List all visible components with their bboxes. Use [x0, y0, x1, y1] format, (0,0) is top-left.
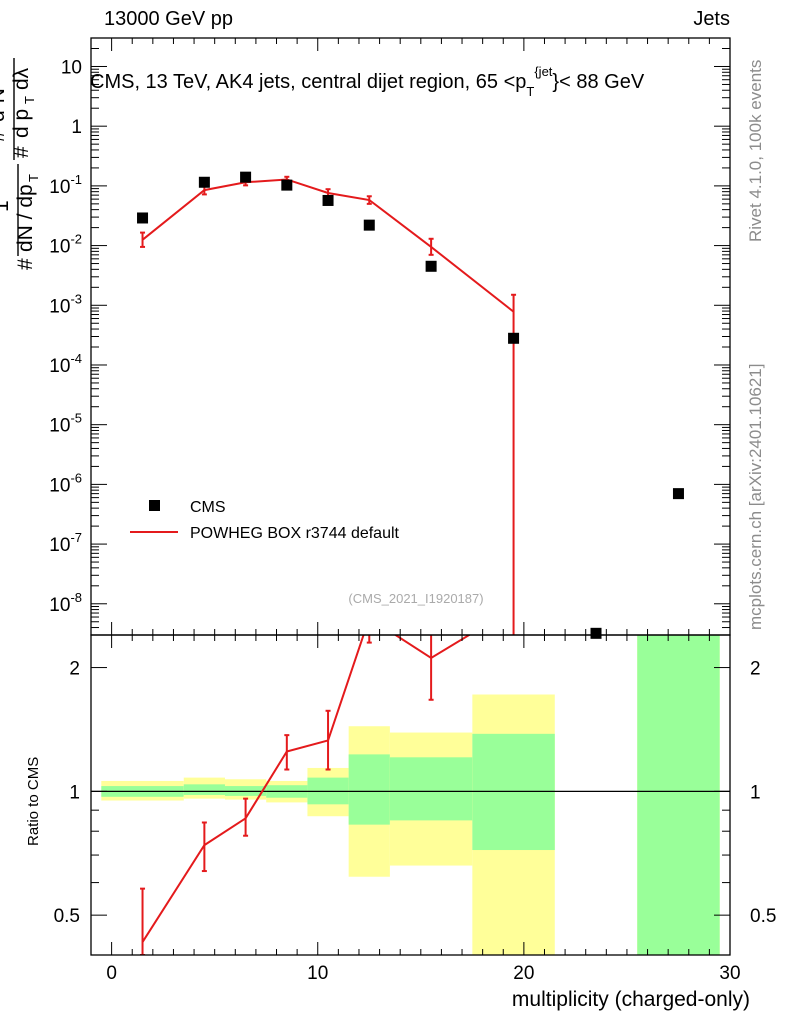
- y-tick-label: 10-4: [49, 351, 82, 377]
- svg-text:1: 1: [0, 200, 13, 212]
- svg-text:d²N: d²N: [0, 88, 9, 122]
- powheg-line: [141, 178, 515, 313]
- x-tick-label: 30: [719, 963, 740, 984]
- y-tick-label: 10-2: [49, 232, 82, 258]
- cms-data-point: [425, 260, 437, 272]
- legend-powheg-label: POWHEG BOX r3744 default: [190, 525, 400, 542]
- ratio-y-label: Ratio to CMS: [25, 757, 42, 846]
- legend-cms-marker: [149, 500, 160, 511]
- ratio-band-inner: [637, 635, 720, 955]
- ratio-y-tick-label: 2: [69, 659, 80, 680]
- svg-text:dλ: dλ: [10, 67, 33, 90]
- cms-data-point: [363, 219, 375, 231]
- cms-data-point: [322, 194, 334, 206]
- svg-text:dN / dp: dN / dp: [14, 184, 37, 252]
- x-tick-label: 10: [307, 963, 328, 984]
- svg-text:#: #: [10, 146, 33, 158]
- cms-data-point: [590, 627, 602, 639]
- cms-data-point: [508, 332, 520, 344]
- svg-text:T: T: [22, 96, 37, 104]
- svg-text:#: #: [14, 258, 37, 270]
- y-tick-label: 1: [71, 117, 82, 138]
- x-axis-label: multiplicity (charged-only): [512, 988, 750, 1011]
- ratio-panel-frame: [90, 634, 731, 956]
- svg-text:d p: d p: [10, 109, 33, 138]
- x-tick-label: 0: [106, 963, 117, 984]
- ratio-band-inner: [348, 754, 390, 825]
- ratio-y-tick-label-right: 2: [750, 659, 761, 680]
- cms-data-point: [240, 171, 252, 183]
- legend: CMS POWHEG BOX r3744 default: [130, 499, 400, 542]
- main-panel-frame: [90, 37, 731, 636]
- ratio-y-tick-label: 1: [69, 782, 80, 803]
- legend-cms-label: CMS: [190, 499, 226, 516]
- x-tick-label: 20: [513, 963, 534, 984]
- cms-data-point: [198, 176, 210, 188]
- y-tick-label: 10-5: [49, 411, 82, 437]
- ratio-y-tick-label-right: 1: [750, 782, 761, 803]
- ratio-band-inner: [389, 757, 473, 821]
- y-tick-label: 10-6: [49, 470, 82, 496]
- ratio-band-inner: [183, 784, 225, 795]
- cms-data-point: [672, 488, 684, 500]
- y-tick-label: 10-3: [49, 291, 82, 317]
- y-tick-label: 10: [61, 57, 82, 78]
- header-left: 13000 GeV pp: [104, 8, 233, 30]
- y-axis-label: # dN / dp T 1 # d p T dλ # d²N: [0, 58, 41, 270]
- header-right: Jets: [693, 8, 730, 30]
- ratio-y-tick-label: 0.5: [54, 906, 80, 927]
- analysis-id: (CMS_2021_I1920187): [348, 591, 483, 606]
- y-tick-label: 10-8: [49, 590, 82, 616]
- ratio-line: [141, 635, 472, 943]
- y-tick-label: 10-7: [49, 530, 82, 556]
- chart-title: CMS, 13 TeV, AK4 jets, central dijet reg…: [90, 64, 645, 99]
- ratio-y-tick-label-right: 0.5: [750, 906, 776, 927]
- y-tick-label: 10-1: [49, 172, 82, 198]
- svg-text:T: T: [26, 174, 41, 182]
- cms-data-point: [281, 179, 293, 191]
- cms-data-point: [137, 212, 149, 224]
- svg-text:#: #: [0, 130, 9, 142]
